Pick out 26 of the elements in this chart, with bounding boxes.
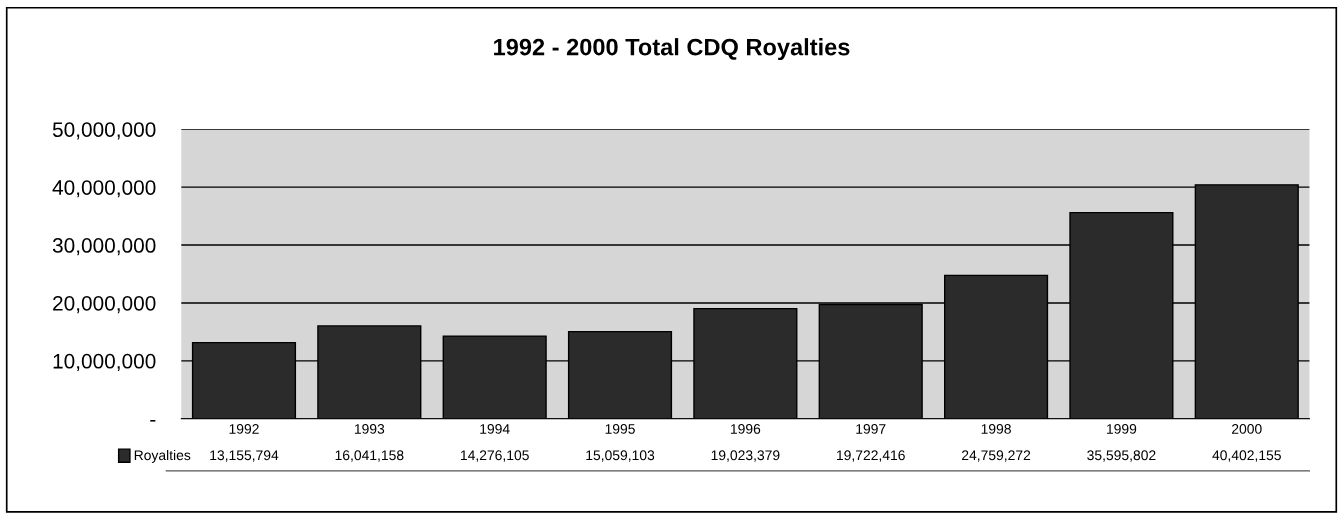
- data-label: 35,595,802: [1087, 450, 1156, 462]
- y-tick-label: 30,000,000: [52, 238, 156, 256]
- y-tick-label: 20,000,000: [53, 295, 156, 314]
- y-tick-label: 50,000,000: [52, 122, 156, 140]
- x-tick-label: 1996: [730, 424, 761, 434]
- x-tick-label: 1993: [354, 424, 385, 434]
- y-tick-label: 40,000,000: [52, 180, 156, 198]
- x-tick-label: 1992: [229, 424, 259, 434]
- data-label: 19,023,379: [711, 450, 780, 462]
- x-tick-label: 1997: [856, 424, 886, 434]
- y-tick-label: 10,000,000: [53, 353, 156, 372]
- data-label: 24,759,272: [962, 450, 1031, 462]
- chart-title: 1992 - 2000 Total CDQ Royalties: [494, 38, 850, 61]
- x-tick-label: 1995: [605, 424, 635, 434]
- x-tick-label: 1998: [981, 424, 1011, 434]
- data-label: 14,276,105: [460, 450, 529, 462]
- x-tick-label: 2000: [1232, 424, 1262, 434]
- x-tick-label: 1994: [480, 424, 510, 434]
- data-label: 16,041,158: [335, 450, 404, 462]
- x-tick-label: 1999: [1107, 424, 1137, 434]
- y-tick-label: -: [150, 419, 156, 422]
- data-label: 40,402,155: [1212, 450, 1281, 462]
- data-label: 19,722,416: [837, 450, 905, 462]
- data-label: 13,155,794: [210, 450, 279, 462]
- data-label: 15,059,103: [586, 450, 655, 462]
- legend-label: Royalties: [134, 449, 191, 463]
